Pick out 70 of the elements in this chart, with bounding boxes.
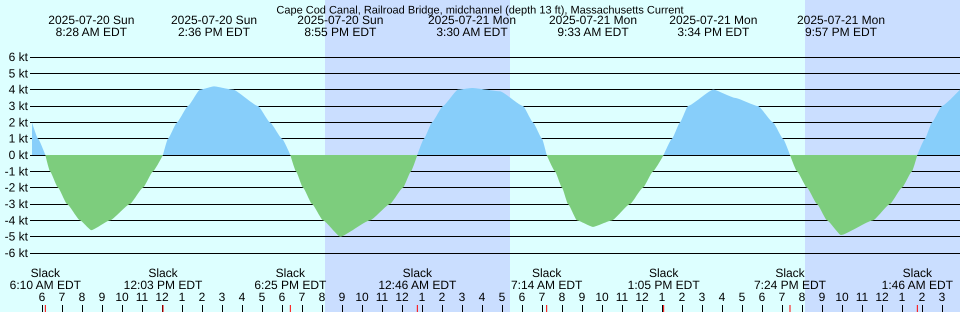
x-tick-label: 3 (458, 290, 466, 304)
y-tick-label: -2 kt (4, 180, 29, 195)
x-tick-label: 1 (418, 290, 426, 304)
x-tick-label: 12 (875, 290, 889, 304)
ref-line-label: Slack 6:25 PM EDT (254, 266, 328, 292)
x-tick-label: 6 (38, 290, 46, 304)
x-tick-label: 10 (355, 290, 369, 304)
x-tick-label: 5 (498, 290, 506, 304)
x2-tick-label: 2025-07-21 Mon 9:57 PM EDT (796, 13, 886, 39)
x-tick-label: 9 (98, 290, 106, 304)
x-tick-label: 8 (318, 290, 326, 304)
ref-line-label: Slack 7:24 PM EDT (754, 266, 827, 292)
x-tick-label: 8 (78, 290, 86, 304)
x-tick-label: 4 (478, 290, 486, 304)
y-tick-label: -6 kt (4, 246, 29, 260)
x-tick-label: 12 (635, 290, 649, 304)
y-tick-label: -1 kt (4, 164, 29, 178)
x-tick-label: 6 (518, 290, 526, 304)
x-tick-label: 7 (778, 290, 786, 304)
y-tick-label: 4 kt (8, 82, 29, 97)
x-tick-label: 9 (338, 290, 346, 304)
x-tick-label: 3 (218, 290, 226, 304)
ref-line-label: Slack 12:03 PM EDT (124, 266, 204, 292)
x-tick-label: 6 (278, 290, 286, 304)
x-tick-label: 10 (595, 290, 609, 304)
x-tick-label: 7 (298, 290, 306, 304)
x-tick-label: 5 (738, 290, 746, 304)
ref-line-label: Slack 7:14 AM EDT (510, 266, 584, 292)
ref-line-label: Slack 1:46 AM EDT (882, 266, 954, 292)
x-tick-label: 3 (698, 290, 706, 304)
x-tick-label: 4 (238, 290, 246, 304)
x-tick-label: 2 (438, 290, 446, 304)
ref-line-label: Slack 6:10 AM EDT (10, 266, 82, 292)
x-tick-label: 11 (136, 290, 149, 304)
x-tick-label: 11 (616, 290, 629, 304)
x2-tick-label: 2025-07-20 Sun 2:36 PM EDT (170, 13, 258, 39)
x-tick-label: 4 (718, 290, 726, 304)
x-tick-label: 8 (798, 290, 806, 304)
y-tick-label: -5 kt (4, 230, 29, 244)
x-tick-label: 9 (578, 290, 586, 304)
x-tick-label: 10 (115, 290, 129, 304)
y-tick-label: 2 kt (8, 115, 29, 130)
y-tick-label: 1 kt (8, 132, 29, 146)
ref-line-label: Slack 1:05 PM EDT (628, 266, 700, 292)
x-tick-label: 12 (395, 290, 409, 304)
x-tick-label: 3 (938, 290, 946, 304)
y-tick-label: 3 kt (8, 99, 29, 113)
y-tick-label: -4 kt (4, 213, 29, 228)
x-tick-label: 12 (155, 290, 169, 304)
y-tick-label: 5 kt (8, 66, 29, 80)
x-tick-label: 1 (178, 290, 186, 304)
x-tick-label: 1 (898, 290, 906, 304)
y-tick-label: -3 kt (4, 197, 29, 211)
x-tick-label: 9 (818, 290, 826, 304)
x2-tick-label: 2025-07-20 Sun 8:28 AM EDT (48, 13, 134, 39)
x-tick-label: 8 (558, 290, 566, 304)
x-tick-label: 11 (856, 290, 869, 304)
x-tick-label: 7 (58, 290, 66, 304)
x-tick-label: 2 (918, 290, 926, 304)
x-tick-label: 2 (198, 290, 206, 304)
x-tick-label: 11 (376, 290, 389, 304)
y-tick-label: 0 kt (8, 148, 29, 162)
x-tick-label: 5 (258, 290, 266, 304)
x-tick-label: 1 (658, 290, 666, 304)
x-tick-label: 7 (538, 290, 546, 304)
ref-line-label: Slack 12:46 AM EDT (378, 266, 458, 292)
y-tick-label: 6 kt (8, 50, 29, 64)
x-tick-label: 6 (758, 290, 766, 304)
x-tick-label: 2 (678, 290, 686, 304)
x-tick-label: 10 (835, 290, 849, 304)
